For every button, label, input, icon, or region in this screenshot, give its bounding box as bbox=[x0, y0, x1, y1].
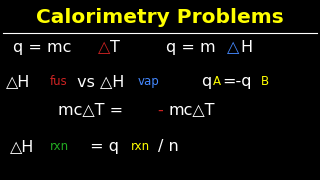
Text: B: B bbox=[261, 75, 269, 88]
Text: A: A bbox=[213, 75, 221, 88]
Text: rxn: rxn bbox=[50, 140, 69, 153]
Text: q: q bbox=[202, 74, 212, 89]
Text: △: △ bbox=[227, 40, 239, 55]
Text: △H: △H bbox=[10, 139, 34, 154]
Text: =-q: =-q bbox=[222, 74, 252, 89]
Text: mc△T: mc△T bbox=[168, 102, 214, 117]
Text: mc△T =: mc△T = bbox=[58, 102, 128, 117]
Text: q = mc: q = mc bbox=[13, 40, 71, 55]
Text: = q: = q bbox=[85, 139, 119, 154]
Text: vs △H: vs △H bbox=[72, 74, 124, 89]
Text: T: T bbox=[110, 40, 120, 55]
Text: Calorimetry Problems: Calorimetry Problems bbox=[36, 8, 284, 27]
Text: / n: / n bbox=[158, 139, 179, 154]
Text: H: H bbox=[240, 40, 252, 55]
Text: vap: vap bbox=[138, 75, 159, 88]
Text: fus: fus bbox=[50, 75, 67, 88]
Text: -: - bbox=[157, 102, 163, 117]
Text: △H: △H bbox=[6, 74, 31, 89]
Text: q = m: q = m bbox=[166, 40, 216, 55]
Text: rxn: rxn bbox=[131, 140, 150, 153]
Text: △: △ bbox=[98, 40, 110, 55]
